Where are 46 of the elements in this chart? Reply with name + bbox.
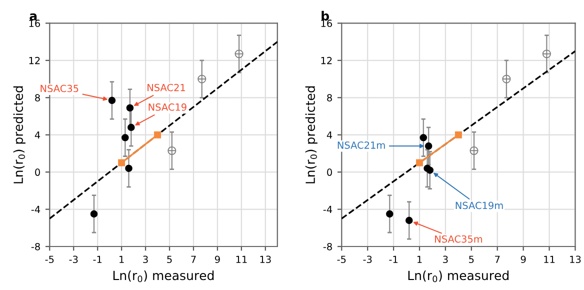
- x-tick-label: 1: [417, 256, 422, 263]
- x-tick-label: -1: [93, 256, 102, 263]
- x-tick-label: 3: [443, 256, 448, 264]
- x-tick-label: -3: [363, 256, 372, 264]
- y-tick-label: 12: [321, 56, 332, 64]
- annotation: NSAC35m: [435, 235, 482, 243]
- y-tick-label: -4: [31, 206, 40, 213]
- y-tick-label: 12: [29, 56, 40, 64]
- x-axis-title: Ln(r$_{0}$) measured: [408, 270, 508, 282]
- y-tick-label: -8: [323, 242, 332, 250]
- y-tick-label: -8: [31, 242, 40, 250]
- y-axis-title: Ln(r$_{0}$) predicted: [305, 86, 318, 184]
- annotation: NSAC35: [40, 84, 78, 92]
- x-axis-title: Ln(r$_{0}$) measured: [113, 270, 214, 282]
- y-axis-title: Ln(r$_{0}$) predicted: [13, 86, 26, 184]
- x-tick-label: 13: [570, 256, 581, 264]
- x-tick-label: 11: [236, 256, 247, 263]
- chart-title: b: [322, 10, 330, 21]
- x-tick-label: 7: [495, 256, 500, 263]
- x-tick-label: 9: [214, 256, 220, 264]
- x-tick-label: 5: [469, 256, 474, 264]
- y-tick-label: 16: [321, 20, 332, 28]
- x-tick-label: 3: [143, 256, 148, 264]
- x-tick-label: 13: [260, 256, 271, 264]
- y-tick-label: -4: [323, 206, 332, 213]
- y-tick-label: 4: [34, 131, 40, 139]
- y-tick-label: 0: [35, 168, 40, 176]
- y-tick-label: 8: [327, 94, 332, 102]
- annotation: NSAC21m: [338, 141, 385, 149]
- annotation: NSAC21: [148, 84, 185, 92]
- x-tick-label: -5: [45, 256, 54, 264]
- y-tick-label: 16: [29, 20, 40, 28]
- annotation: NSAC19: [148, 103, 186, 111]
- x-tick-label: -5: [337, 256, 346, 264]
- annotation: NSAC19m: [456, 202, 503, 210]
- y-tick-label: 0: [327, 168, 332, 176]
- x-tick-label: 11: [544, 256, 555, 263]
- y-tick-label: 4: [326, 131, 332, 139]
- x-tick-label: 7: [191, 256, 196, 263]
- x-tick-label: 9: [520, 256, 526, 264]
- chart-title: a: [30, 13, 37, 21]
- x-tick-label: 5: [167, 256, 172, 264]
- x-tick-label: -1: [389, 256, 398, 263]
- y-tick-label: 8: [35, 94, 40, 102]
- x-tick-label: -3: [69, 256, 78, 264]
- x-tick-label: 1: [120, 256, 124, 263]
